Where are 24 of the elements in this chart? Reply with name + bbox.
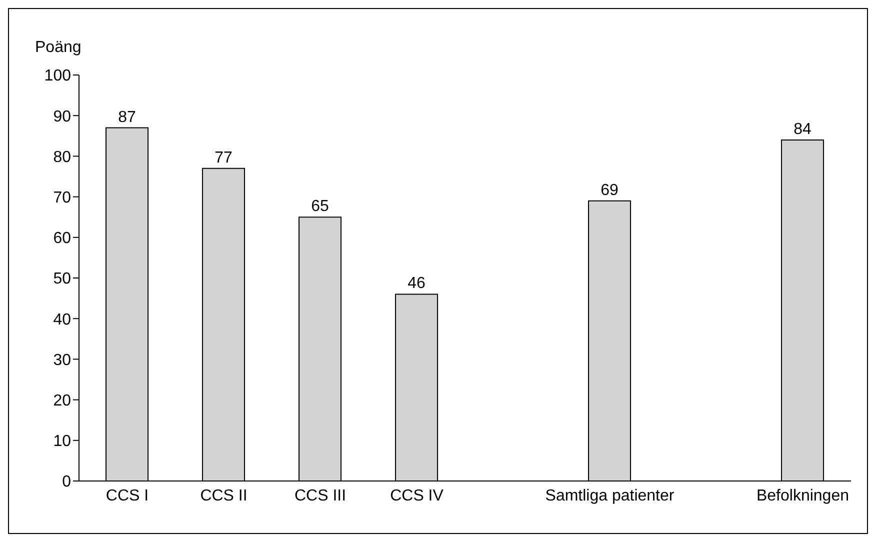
data-label: 65 (311, 198, 330, 216)
y-tick-label: 50 (53, 270, 72, 288)
y-tick-label: 40 (53, 311, 72, 328)
y-tick-label: 60 (53, 230, 72, 248)
data-label: 69 (600, 182, 619, 199)
y-tick-label: 10 (53, 433, 72, 450)
data-label: 77 (214, 149, 233, 166)
data-label: 87 (118, 108, 136, 126)
data-label: 46 (408, 275, 426, 292)
x-tick-label: CCS III (294, 487, 346, 504)
y-tick-label: 100 (44, 68, 72, 85)
x-tick-label: CCS I (106, 487, 149, 504)
x-tick-label: Samtliga patienter (545, 487, 675, 504)
y-tick-label: 80 (53, 148, 72, 166)
x-tick-label: CCS II (200, 487, 248, 504)
x-tick-label: Befolkningen (756, 487, 850, 504)
y-tick-label: 70 (53, 189, 72, 206)
x-tick-label: CCS IV (390, 487, 444, 504)
data-label: 84 (794, 120, 812, 138)
y-tick-label: 30 (53, 352, 72, 369)
y-tick-label: 90 (53, 108, 72, 126)
y-axis-title: Poäng (35, 39, 82, 57)
y-tick-label: 20 (53, 392, 72, 410)
y-tick-label: 0 (62, 474, 72, 491)
